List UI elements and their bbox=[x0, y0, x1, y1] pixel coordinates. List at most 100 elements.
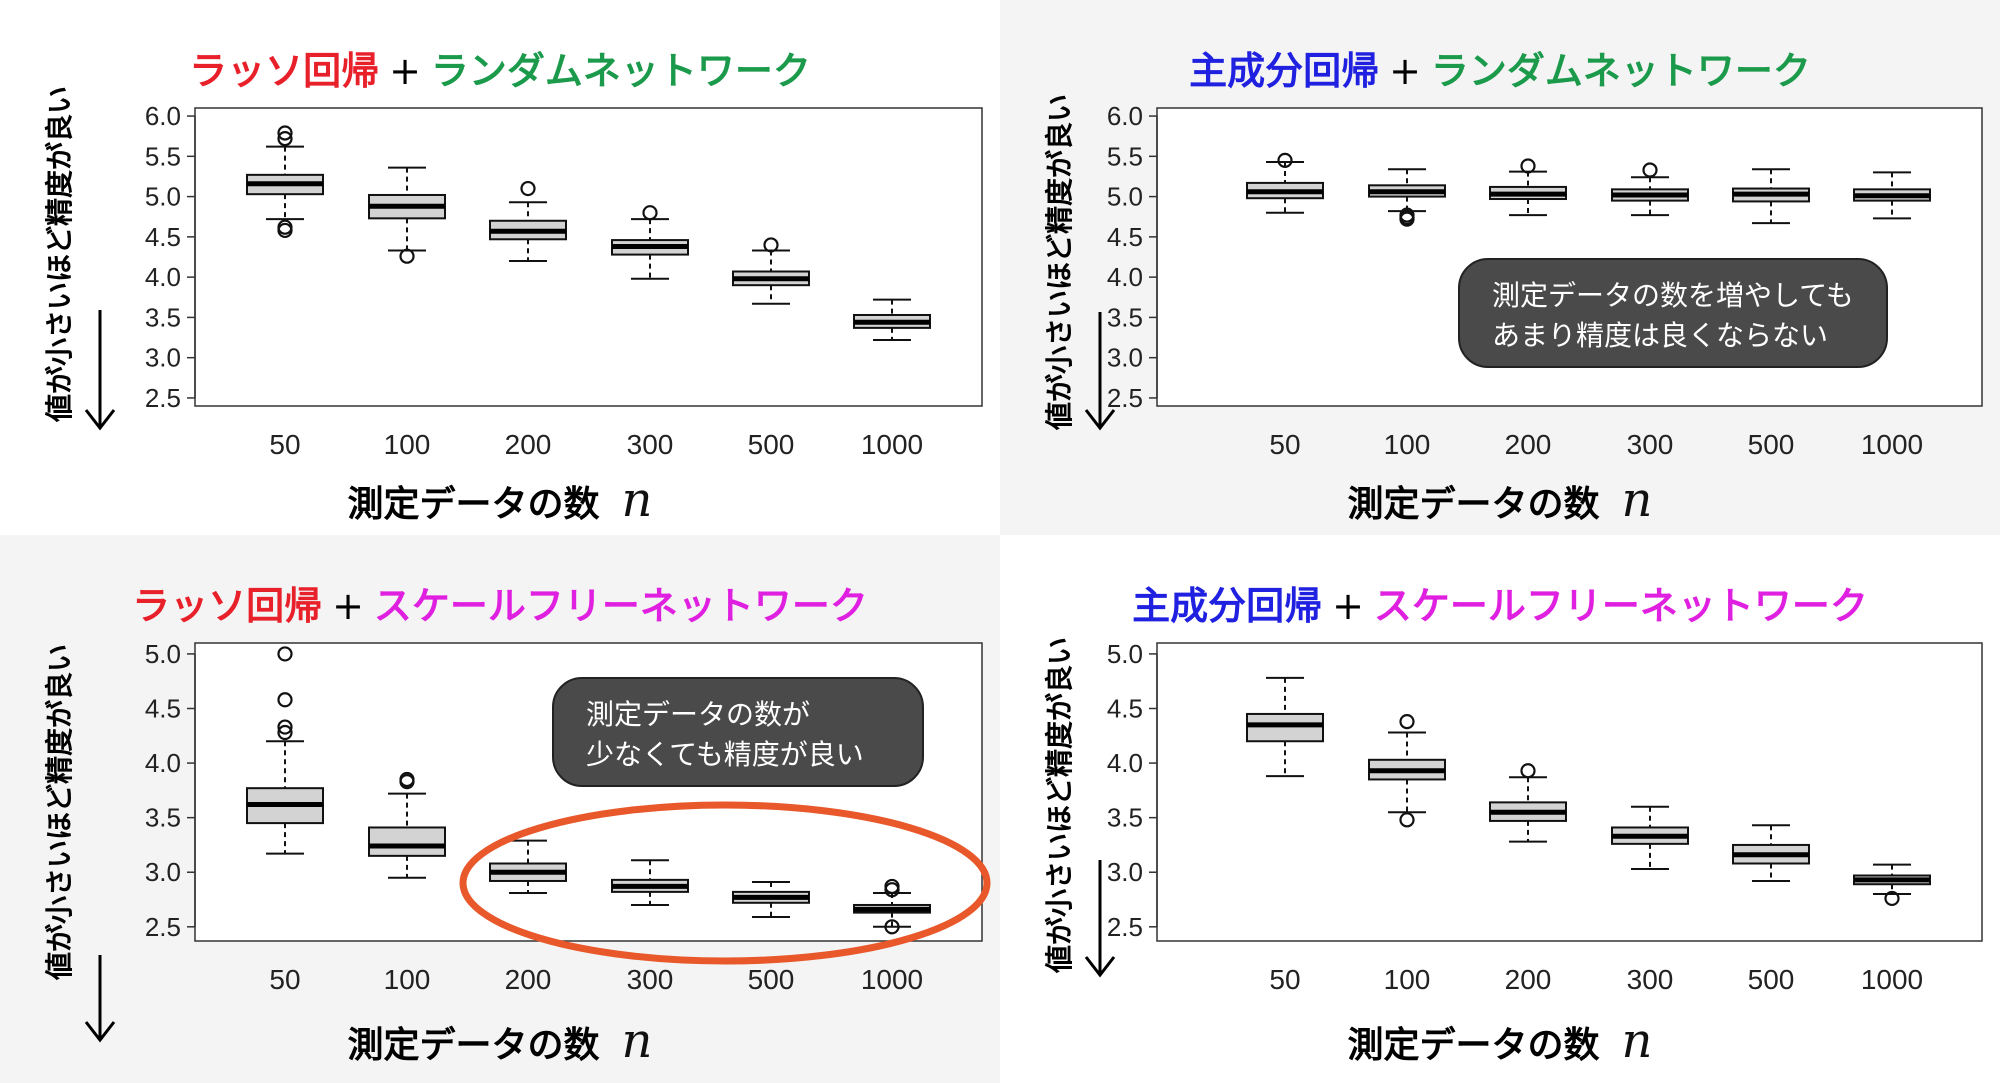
x-tick-label: 1000 bbox=[861, 964, 923, 995]
y-tick-label: 4.5 bbox=[145, 222, 181, 252]
y-tick-label: 6.0 bbox=[1107, 101, 1143, 131]
box-100 bbox=[368, 166, 446, 264]
box-300 bbox=[611, 205, 689, 280]
down-arrow-icon bbox=[1084, 312, 1116, 431]
box-50 bbox=[1246, 152, 1324, 214]
panel-title: 主成分回帰 + スケールフリーネットワーク bbox=[1000, 575, 2000, 630]
x-axis-title: 測定データの数 n bbox=[1000, 1013, 2000, 1069]
outlier-point bbox=[1520, 158, 1536, 174]
x-tick-label: 300 bbox=[1627, 964, 1674, 995]
x-axis-variable: n bbox=[1621, 1013, 1653, 1069]
x-tick-label: 1000 bbox=[861, 429, 923, 460]
y-tick-label: 6.0 bbox=[145, 101, 181, 131]
box-1000 bbox=[1853, 171, 1931, 220]
box-50 bbox=[246, 125, 324, 239]
panel-title: ラッソ回帰 + スケールフリーネットワーク bbox=[0, 575, 1000, 630]
outlier-point bbox=[1642, 162, 1658, 178]
box-200 bbox=[489, 839, 567, 894]
x-tick-label: 500 bbox=[748, 429, 795, 460]
y-tick-label: 5.5 bbox=[145, 141, 181, 171]
x-tick-label: 50 bbox=[1269, 964, 1300, 995]
x-axis-variable: n bbox=[621, 1013, 653, 1069]
y-tick-label: 4.5 bbox=[1107, 693, 1143, 723]
x-axis-label: 測定データの数 bbox=[1347, 484, 1600, 525]
box-iqr bbox=[1246, 712, 1324, 743]
title-network: スケールフリーネットワーク bbox=[1373, 584, 1868, 628]
panel-lasso-scalefree: ラッソ回帰 + スケールフリーネットワーク 2.5 3.0 3.5 4.0 4.5 5.0 50… bbox=[0, 535, 1000, 1083]
y-tick-label: 3.5 bbox=[145, 302, 181, 332]
x-tick-label: 100 bbox=[384, 964, 431, 995]
title-network: スケールフリーネットワーク bbox=[373, 584, 868, 628]
x-axis-title: 測定データの数 n bbox=[0, 472, 1000, 528]
outlier-point bbox=[1884, 890, 1900, 907]
panel-pca-scalefree: 主成分回帰 + スケールフリーネットワーク 2.5 3.0 3.5 4.0 4.5 5.0 50… bbox=[1000, 535, 2000, 1083]
y-tick-label: 4.0 bbox=[1107, 262, 1143, 292]
x-tick-label: 500 bbox=[748, 964, 795, 995]
x-axis-label: 測定データの数 bbox=[1347, 1025, 1600, 1066]
y-tick-label: 4.0 bbox=[145, 262, 181, 292]
outlier-point bbox=[1399, 211, 1415, 227]
box-500 bbox=[1732, 168, 1810, 225]
highlight-ellipse bbox=[459, 801, 991, 965]
x-tick-label: 300 bbox=[627, 964, 674, 995]
y-tick-label: 4.5 bbox=[145, 693, 181, 723]
boxplot-chart: 2.5 3.0 3.5 4.0 4.5 5.0 50 100 200 300 500 1000 bbox=[84, 639, 991, 1043]
x-tick-label: 100 bbox=[1384, 964, 1431, 995]
outlier-point bbox=[884, 919, 900, 935]
x-tick-label: 1000 bbox=[1861, 429, 1923, 460]
outlier-point bbox=[1399, 713, 1415, 730]
x-tick-label: 50 bbox=[269, 429, 300, 460]
title-method: 主成分回帰 bbox=[1189, 49, 1380, 93]
box-200 bbox=[489, 180, 567, 263]
y-tick-label: 4.5 bbox=[1107, 222, 1143, 252]
callout-line-1: 測定データの数が bbox=[586, 698, 811, 731]
box-50 bbox=[1246, 676, 1324, 778]
down-arrow-icon bbox=[84, 955, 116, 1043]
y-tick-label: 3.5 bbox=[145, 803, 181, 833]
callout-box: 測定データの数を増やしても あまり精度は良くならない bbox=[1458, 258, 1888, 368]
y-axis-title: 値が小さいほど精度が良い bbox=[1043, 93, 1076, 430]
y-axis-title: 値が小さいほど精度が良い bbox=[43, 85, 76, 422]
callout-box: 測定データの数が 少なくても精度が良い bbox=[552, 677, 924, 787]
box-100 bbox=[1368, 168, 1446, 227]
outlier-point bbox=[520, 180, 536, 197]
down-arrow-icon bbox=[1084, 860, 1116, 978]
x-tick-label: 100 bbox=[1384, 429, 1431, 460]
y-tick-label: 5.0 bbox=[1107, 182, 1143, 212]
y-tick-label: 3.0 bbox=[1107, 857, 1143, 887]
title-method: ラッソ回帰 bbox=[189, 49, 380, 93]
x-axis-title: 測定データの数 n bbox=[0, 1013, 1000, 1069]
box-300 bbox=[1611, 805, 1689, 870]
y-tick-label: 3.0 bbox=[145, 857, 181, 887]
box-500 bbox=[732, 237, 810, 305]
x-tick-label: 300 bbox=[1627, 429, 1674, 460]
boxplot-chart: 2.5 3.0 3.5 4.0 4.5 5.0 5.5 6.0 50 100 200 300 500 10… bbox=[84, 101, 983, 460]
title-plus: + bbox=[1389, 49, 1421, 93]
panel-pca-random: 主成分回帰 + ランダムネットワーク 2.5 3.0 3.5 4.0 4.5 5.0 5.5 6.… bbox=[1000, 0, 2000, 535]
box-1000 bbox=[853, 298, 931, 341]
y-tick-label: 4.0 bbox=[1107, 748, 1143, 778]
y-tick-label: 4.0 bbox=[145, 748, 181, 778]
box-500 bbox=[732, 881, 810, 918]
y-tick-label: 2.5 bbox=[145, 383, 181, 413]
x-tick-label: 50 bbox=[1269, 429, 1300, 460]
y-tick-label: 2.5 bbox=[145, 912, 181, 942]
y-tick-label: 3.0 bbox=[145, 343, 181, 373]
callout-line-2: あまり精度は良くならない bbox=[1492, 319, 1829, 352]
outlier-point bbox=[1399, 812, 1415, 828]
outlier-point bbox=[277, 125, 293, 141]
outlier-point bbox=[399, 774, 415, 790]
title-method: 主成分回帰 bbox=[1132, 584, 1323, 628]
plot-frame bbox=[1156, 642, 1983, 942]
outlier-point bbox=[763, 237, 779, 253]
outlier-point bbox=[399, 248, 415, 264]
x-tick-label: 200 bbox=[1505, 964, 1552, 995]
y-tick-label: 5.0 bbox=[145, 182, 181, 212]
outlier-point bbox=[277, 692, 293, 708]
outlier-point bbox=[277, 646, 293, 662]
box-300 bbox=[1611, 162, 1689, 217]
title-plus: + bbox=[332, 584, 364, 628]
x-axis-label: 測定データの数 bbox=[347, 1025, 600, 1066]
box-1000 bbox=[1853, 863, 1931, 907]
outlier-point bbox=[277, 719, 293, 735]
